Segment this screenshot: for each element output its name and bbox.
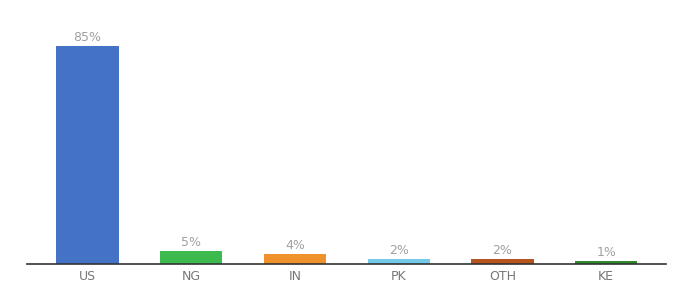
Bar xyxy=(160,251,222,264)
Bar xyxy=(264,254,326,264)
Text: 85%: 85% xyxy=(73,31,101,44)
Bar xyxy=(575,261,637,264)
Bar xyxy=(471,259,534,264)
Text: 1%: 1% xyxy=(596,246,616,260)
Text: 2%: 2% xyxy=(492,244,513,257)
Text: 2%: 2% xyxy=(389,244,409,257)
Text: 4%: 4% xyxy=(285,239,305,252)
Bar xyxy=(56,46,118,264)
Bar xyxy=(368,259,430,264)
Text: 5%: 5% xyxy=(181,236,201,249)
